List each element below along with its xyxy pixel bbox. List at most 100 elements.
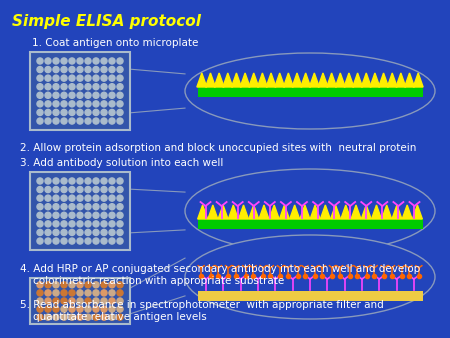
Circle shape bbox=[69, 212, 75, 218]
Circle shape bbox=[45, 221, 51, 227]
Circle shape bbox=[69, 118, 75, 124]
Circle shape bbox=[85, 230, 91, 236]
Polygon shape bbox=[396, 73, 406, 87]
Circle shape bbox=[117, 92, 123, 98]
Circle shape bbox=[85, 221, 91, 227]
Circle shape bbox=[93, 187, 99, 193]
Circle shape bbox=[37, 84, 43, 90]
Circle shape bbox=[53, 187, 59, 193]
Circle shape bbox=[93, 67, 99, 73]
Circle shape bbox=[45, 306, 51, 312]
Circle shape bbox=[61, 195, 67, 201]
Polygon shape bbox=[300, 205, 310, 219]
Circle shape bbox=[69, 58, 75, 64]
Ellipse shape bbox=[185, 235, 435, 319]
Circle shape bbox=[117, 84, 123, 90]
Circle shape bbox=[61, 282, 67, 288]
Circle shape bbox=[53, 298, 59, 304]
Circle shape bbox=[45, 238, 51, 244]
Circle shape bbox=[77, 195, 83, 201]
Circle shape bbox=[69, 101, 75, 107]
Circle shape bbox=[53, 75, 59, 81]
Polygon shape bbox=[402, 205, 412, 219]
Circle shape bbox=[77, 58, 83, 64]
Circle shape bbox=[93, 230, 99, 236]
Circle shape bbox=[109, 84, 115, 90]
Bar bbox=[30, 278, 130, 324]
Circle shape bbox=[37, 101, 43, 107]
Circle shape bbox=[109, 290, 115, 296]
Polygon shape bbox=[344, 73, 354, 87]
Circle shape bbox=[69, 290, 75, 296]
Circle shape bbox=[93, 212, 99, 218]
Circle shape bbox=[117, 298, 123, 304]
Circle shape bbox=[61, 212, 67, 218]
Polygon shape bbox=[231, 73, 241, 87]
Circle shape bbox=[93, 195, 99, 201]
Circle shape bbox=[101, 75, 107, 81]
Circle shape bbox=[101, 178, 107, 184]
Polygon shape bbox=[197, 73, 207, 87]
Circle shape bbox=[53, 290, 59, 296]
Circle shape bbox=[77, 290, 83, 296]
Circle shape bbox=[85, 298, 91, 304]
Polygon shape bbox=[275, 73, 285, 87]
Circle shape bbox=[37, 110, 43, 116]
Polygon shape bbox=[310, 205, 320, 219]
Polygon shape bbox=[279, 205, 289, 219]
Circle shape bbox=[101, 101, 107, 107]
Circle shape bbox=[53, 212, 59, 218]
Circle shape bbox=[45, 92, 51, 98]
Circle shape bbox=[109, 204, 115, 210]
Polygon shape bbox=[292, 73, 302, 87]
Circle shape bbox=[69, 204, 75, 210]
Circle shape bbox=[61, 298, 67, 304]
Circle shape bbox=[45, 101, 51, 107]
Circle shape bbox=[37, 306, 43, 312]
Circle shape bbox=[45, 290, 51, 296]
Circle shape bbox=[53, 221, 59, 227]
Circle shape bbox=[61, 187, 67, 193]
Circle shape bbox=[93, 204, 99, 210]
Polygon shape bbox=[257, 73, 267, 87]
Circle shape bbox=[117, 75, 123, 81]
Circle shape bbox=[101, 306, 107, 312]
Circle shape bbox=[45, 187, 51, 193]
Polygon shape bbox=[372, 205, 382, 219]
Circle shape bbox=[77, 306, 83, 312]
Polygon shape bbox=[206, 73, 216, 87]
Circle shape bbox=[101, 212, 107, 218]
Circle shape bbox=[93, 118, 99, 124]
Circle shape bbox=[77, 282, 83, 288]
Circle shape bbox=[53, 178, 59, 184]
Circle shape bbox=[93, 221, 99, 227]
Circle shape bbox=[37, 282, 43, 288]
Polygon shape bbox=[208, 205, 218, 219]
Circle shape bbox=[61, 306, 67, 312]
Text: 2. Allow protein adsorption and block unoccupied sites with  neutral protein: 2. Allow protein adsorption and block un… bbox=[20, 143, 416, 153]
Bar bbox=[198, 87, 423, 97]
Circle shape bbox=[69, 221, 75, 227]
Circle shape bbox=[37, 238, 43, 244]
Circle shape bbox=[85, 290, 91, 296]
Circle shape bbox=[101, 314, 107, 320]
Polygon shape bbox=[327, 73, 337, 87]
Text: 5. Read absorbance in spectrophotometer  with appropriate filter and
    quantit: 5. Read absorbance in spectrophotometer … bbox=[20, 300, 384, 321]
Circle shape bbox=[53, 314, 59, 320]
Circle shape bbox=[45, 314, 51, 320]
Circle shape bbox=[85, 84, 91, 90]
Circle shape bbox=[37, 92, 43, 98]
Circle shape bbox=[61, 110, 67, 116]
Circle shape bbox=[37, 67, 43, 73]
Circle shape bbox=[69, 84, 75, 90]
Circle shape bbox=[45, 212, 51, 218]
Circle shape bbox=[85, 195, 91, 201]
Text: 3. Add antibody solution into each well: 3. Add antibody solution into each well bbox=[20, 158, 223, 168]
Circle shape bbox=[37, 298, 43, 304]
Circle shape bbox=[37, 221, 43, 227]
Circle shape bbox=[77, 298, 83, 304]
Circle shape bbox=[109, 195, 115, 201]
Circle shape bbox=[109, 314, 115, 320]
Circle shape bbox=[101, 58, 107, 64]
Circle shape bbox=[117, 101, 123, 107]
